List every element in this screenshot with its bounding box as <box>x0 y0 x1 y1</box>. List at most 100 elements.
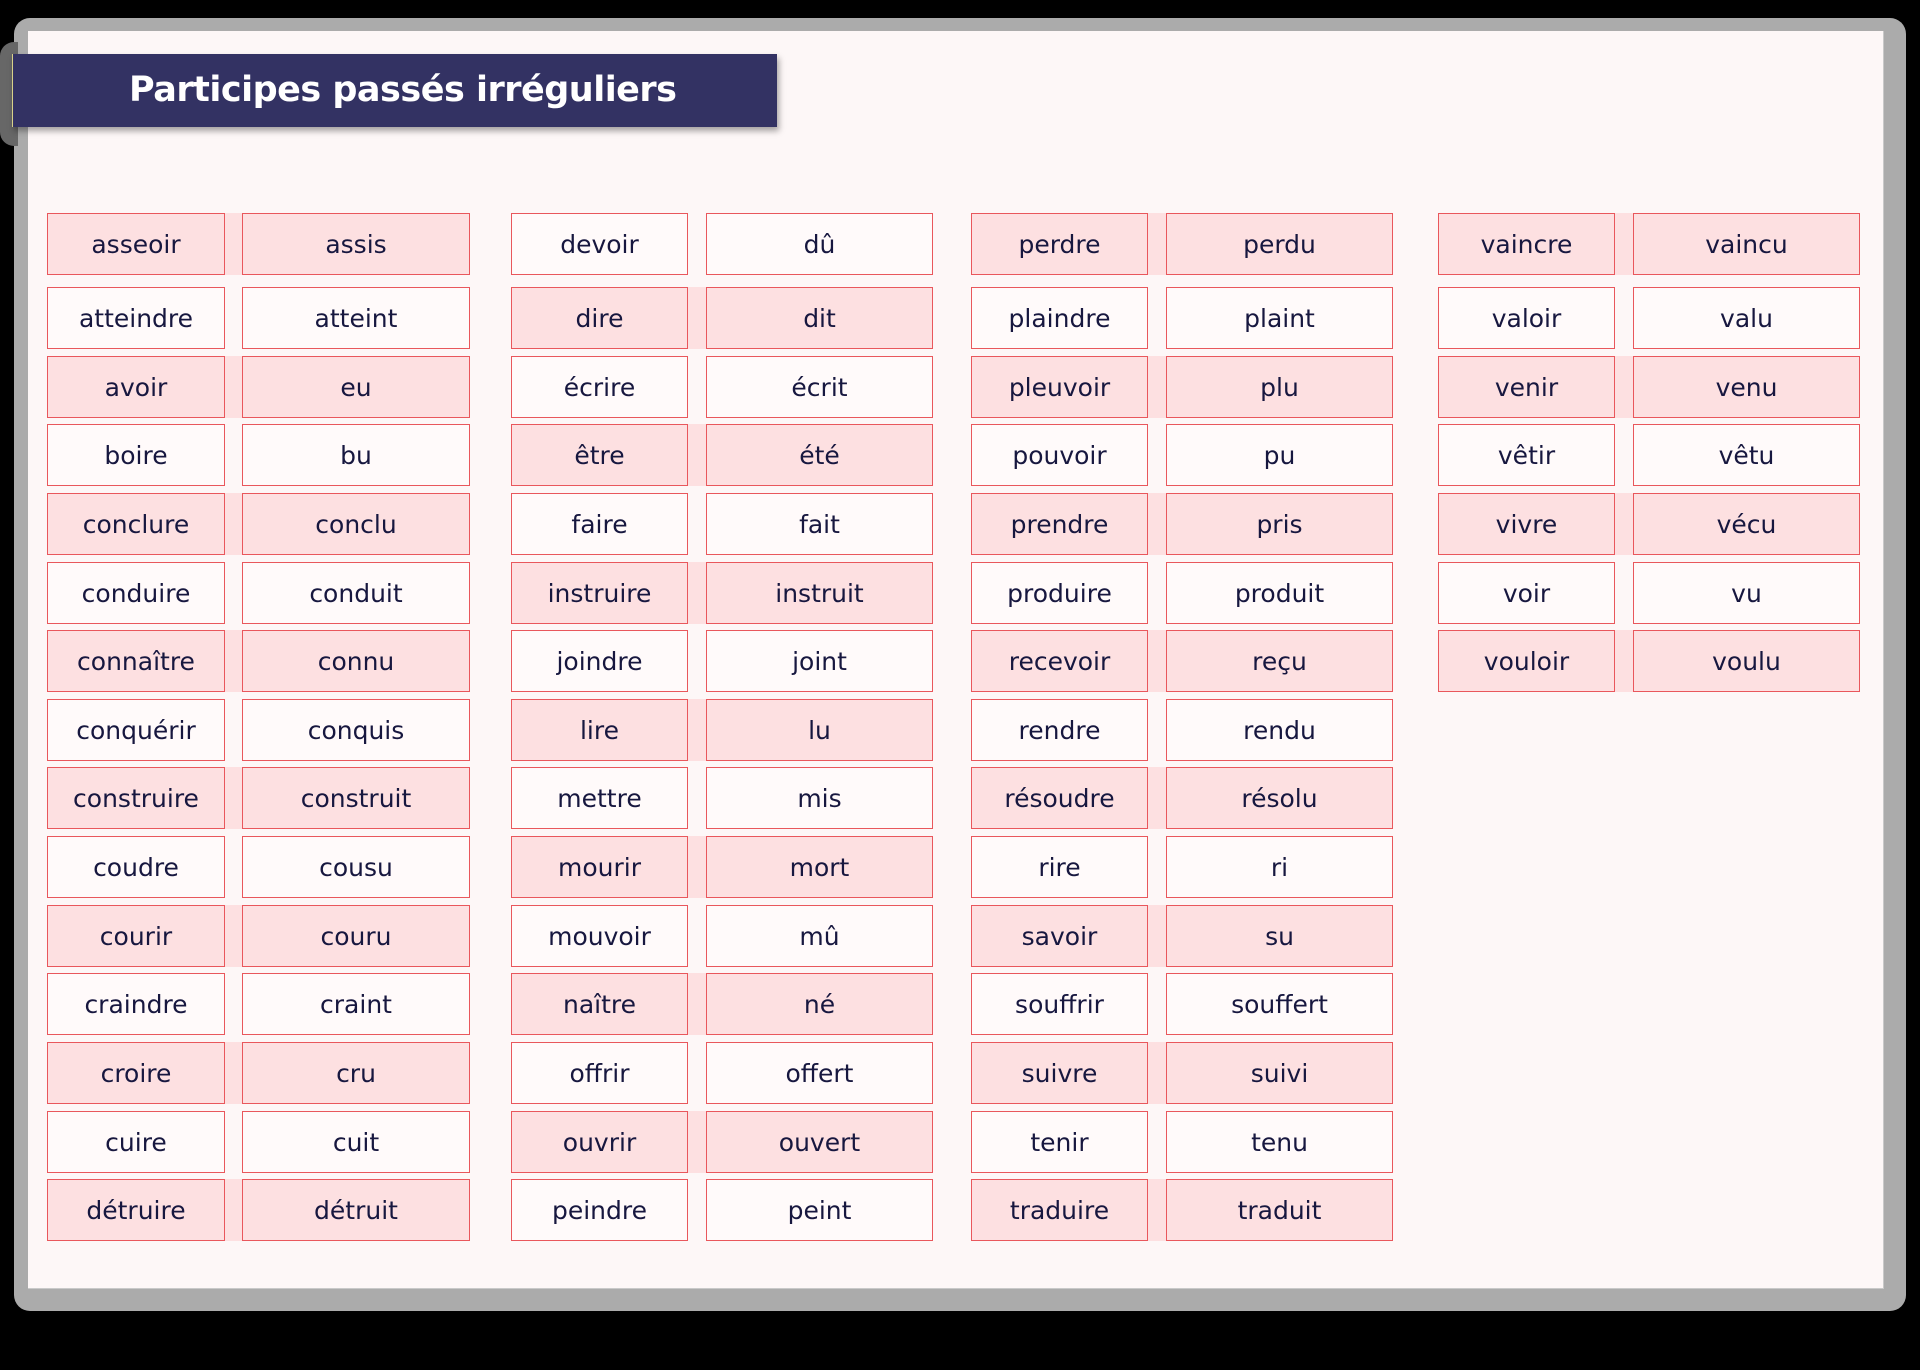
infinitive-cell: instruire <box>511 562 688 624</box>
verb-row: voir vu <box>1438 562 1860 624</box>
infinitive-cell: détruire <box>47 1179 225 1241</box>
participle-cell: bu <box>242 424 470 486</box>
verb-row: suivre suivi <box>971 1042 1393 1104</box>
participle-cell: plaint <box>1166 287 1393 349</box>
verb-row: pouvoir pu <box>971 424 1393 486</box>
infinitive-cell: vêtir <box>1438 424 1615 486</box>
verb-row: connaître connu <box>47 630 470 692</box>
row-highlight-band <box>1146 630 1168 692</box>
participle-cell: valu <box>1633 287 1860 349</box>
infinitive-cell: craindre <box>47 973 225 1035</box>
infinitive-cell: cuire <box>47 1111 225 1173</box>
infinitive-cell: joindre <box>511 630 688 692</box>
participle-cell: vêtu <box>1633 424 1860 486</box>
verb-row: cuire cuit <box>47 1111 470 1173</box>
infinitive-cell: rendre <box>971 699 1148 761</box>
verb-row: faire fait <box>511 493 933 555</box>
verb-row: ouvrir ouvert <box>511 1111 933 1173</box>
verb-row: offrir offert <box>511 1042 933 1104</box>
verb-row: souffrir souffert <box>971 973 1393 1035</box>
participle-cell: détruit <box>242 1179 470 1241</box>
verb-row: mouvoir mû <box>511 905 933 967</box>
verb-row: avoir eu <box>47 356 470 418</box>
row-highlight-band <box>686 287 708 349</box>
infinitive-cell: écrire <box>511 356 688 418</box>
infinitive-cell: peindre <box>511 1179 688 1241</box>
row-highlight-band <box>223 1042 244 1104</box>
row-highlight-band <box>686 562 708 624</box>
participle-cell: tenu <box>1166 1111 1393 1173</box>
participle-cell: pris <box>1166 493 1393 555</box>
row-highlight-band <box>686 973 708 1035</box>
participle-cell: cuit <box>242 1111 470 1173</box>
participle-cell: écrit <box>706 356 933 418</box>
infinitive-cell: résoudre <box>971 767 1148 829</box>
participle-cell: vaincu <box>1633 213 1860 275</box>
verb-row: rire ri <box>971 836 1393 898</box>
participle-cell: dit <box>706 287 933 349</box>
infinitive-cell: recevoir <box>971 630 1148 692</box>
participle-cell: conduit <box>242 562 470 624</box>
infinitive-cell: traduire <box>971 1179 1148 1241</box>
verb-row: tenir tenu <box>971 1111 1393 1173</box>
row-highlight-band <box>1146 767 1168 829</box>
verb-row: conduire conduit <box>47 562 470 624</box>
participle-cell: vécu <box>1633 493 1860 555</box>
infinitive-cell: naître <box>511 973 688 1035</box>
verb-row: détruire détruit <box>47 1179 470 1241</box>
verb-row: résoudre résolu <box>971 767 1393 829</box>
participle-cell: traduit <box>1166 1179 1393 1241</box>
verb-row: prendre pris <box>971 493 1393 555</box>
participle-cell: cru <box>242 1042 470 1104</box>
title-banner: Participes passés irréguliers <box>12 54 777 127</box>
page-title: Participes passés irréguliers <box>129 70 677 110</box>
participle-cell: résolu <box>1166 767 1393 829</box>
row-highlight-band <box>686 1111 708 1173</box>
participle-cell: couru <box>242 905 470 967</box>
verb-row: dire dit <box>511 287 933 349</box>
row-highlight-band <box>1146 905 1168 967</box>
verb-row: traduire traduit <box>971 1179 1393 1241</box>
participle-cell: ri <box>1166 836 1393 898</box>
participle-cell: su <box>1166 905 1393 967</box>
row-highlight-band <box>686 424 708 486</box>
row-highlight-band <box>1146 493 1168 555</box>
participle-cell: mort <box>706 836 933 898</box>
row-highlight-band <box>223 356 244 418</box>
verb-row: vêtir vêtu <box>1438 424 1860 486</box>
participle-cell: suivi <box>1166 1042 1393 1104</box>
row-highlight-band <box>1146 356 1168 418</box>
participle-cell: connu <box>242 630 470 692</box>
row-highlight-band <box>1613 493 1635 555</box>
infinitive-cell: faire <box>511 493 688 555</box>
participle-cell: joint <box>706 630 933 692</box>
infinitive-cell: plaindre <box>971 287 1148 349</box>
verb-row: savoir su <box>971 905 1393 967</box>
infinitive-cell: produire <box>971 562 1148 624</box>
infinitive-cell: souffrir <box>971 973 1148 1035</box>
row-highlight-band <box>1146 1042 1168 1104</box>
row-highlight-band <box>223 493 244 555</box>
participle-cell: offert <box>706 1042 933 1104</box>
row-highlight-band <box>686 699 708 761</box>
verb-row: conquérir conquis <box>47 699 470 761</box>
row-highlight-band <box>1146 1179 1168 1241</box>
row-highlight-band <box>686 836 708 898</box>
verb-row: rendre rendu <box>971 699 1393 761</box>
infinitive-cell: vouloir <box>1438 630 1615 692</box>
infinitive-cell: pouvoir <box>971 424 1148 486</box>
infinitive-cell: être <box>511 424 688 486</box>
verb-row: plaindre plaint <box>971 287 1393 349</box>
infinitive-cell: conduire <box>47 562 225 624</box>
participle-cell: craint <box>242 973 470 1035</box>
verb-row: venir venu <box>1438 356 1860 418</box>
infinitive-cell: mouvoir <box>511 905 688 967</box>
verb-row: vaincre vaincu <box>1438 213 1860 275</box>
verb-row: coudre cousu <box>47 836 470 898</box>
verb-row: craindre craint <box>47 973 470 1035</box>
infinitive-cell: rire <box>971 836 1148 898</box>
verb-row: écrire écrit <box>511 356 933 418</box>
participle-cell: produit <box>1166 562 1393 624</box>
infinitive-cell: mettre <box>511 767 688 829</box>
participle-cell: construit <box>242 767 470 829</box>
